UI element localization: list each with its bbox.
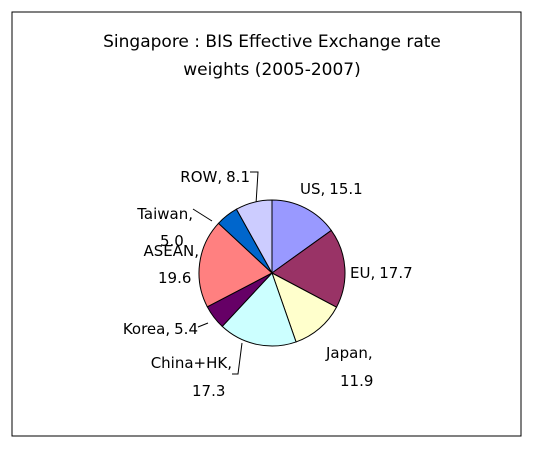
data-label: US, 15.1 [300,180,363,198]
label-value: 8.1 [226,168,250,186]
label-name: Taiwan [136,205,188,223]
label-separator: , [165,320,170,338]
label-name: ASEAN [143,242,194,260]
label-name: EU [350,264,370,282]
label-value: 5.4 [174,320,198,338]
data-label: 5.0 [160,232,184,250]
label-name: US [300,180,321,198]
pie-slice [198,222,273,308]
label-name: Korea [123,320,166,338]
data-label: Japan, [325,344,373,362]
label-separator: , [321,180,326,198]
pie-slice [271,229,346,308]
data-label: ROW, 8.1 [180,168,250,186]
label-separator: , [370,264,375,282]
label-value: 17.7 [379,264,412,282]
label-separator: , [188,205,193,223]
data-label: 11.9 [340,372,373,390]
label-name: ROW [180,168,217,186]
label-separator: , [227,354,232,372]
data-label: 19.6 [158,269,191,287]
label-name: Japan [325,344,368,362]
data-label: EU, 17.7 [350,264,413,282]
data-label: Taiwan, [136,205,193,223]
chart-title: Singapore : BIS Effective Exchange rate [103,32,441,52]
label-separator: , [368,344,373,362]
label-separator: , [194,242,199,260]
leader-lines [192,171,259,375]
data-label: China+HK, [151,354,232,372]
pie-slice [271,199,332,274]
label-value: 15.1 [329,180,362,198]
data-label: 17.3 [192,382,225,400]
data-label: ASEAN, [143,242,199,260]
pie-slice [221,272,297,347]
pie-slice [235,199,273,275]
label-separator: , [217,168,222,186]
data-label: Korea, 5.4 [123,320,198,338]
label-name: China+HK [151,354,229,372]
chart-title: weights (2005-2007) [183,60,361,80]
